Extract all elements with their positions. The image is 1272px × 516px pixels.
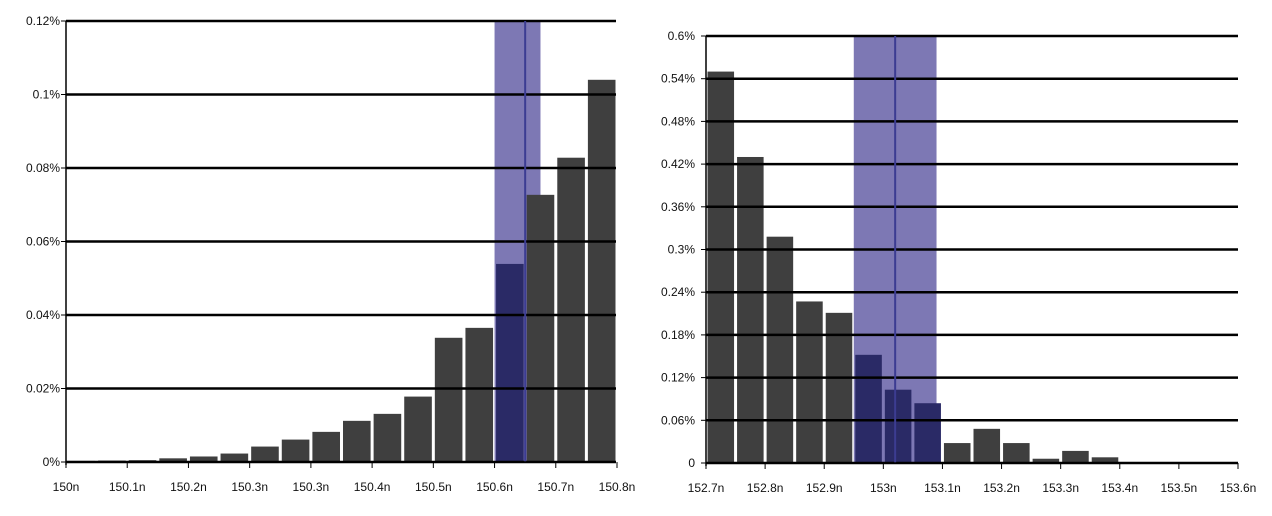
x-tick-label: 150.3n: [293, 480, 330, 494]
y-tick-label: 0%: [43, 455, 61, 469]
histogram-bar: [766, 236, 794, 463]
x-tick-label: 150n: [53, 480, 80, 494]
y-tick-label: 0: [688, 456, 695, 470]
histogram-bar: [1003, 443, 1030, 463]
histogram-bar: [373, 413, 402, 462]
histogram-bar: [825, 312, 853, 463]
histogram-bar: [281, 439, 310, 462]
histogram-bar: [526, 194, 555, 462]
y-tick-label: 0.08%: [26, 161, 60, 175]
x-tick-label: 152.7n: [688, 481, 725, 495]
x-tick-label: 153.3n: [1042, 481, 1079, 495]
y-tick-label: 0.48%: [661, 114, 695, 128]
histogram-bar: [1091, 457, 1119, 463]
histogram-bar: [343, 420, 371, 462]
y-tick-label: 0.12%: [661, 371, 695, 385]
x-tick-label: 153n: [870, 481, 897, 495]
x-tick-label: 152.9n: [806, 481, 843, 495]
y-tick-label: 0.18%: [661, 328, 695, 342]
x-tick-label: 153.5n: [1161, 481, 1198, 495]
x-tick-label: 150.4n: [354, 480, 391, 494]
y-tick-label: 0.06%: [26, 235, 60, 249]
histogram-bar: [557, 157, 585, 462]
histogram-bar: [796, 301, 823, 463]
histogram-bar: [251, 446, 279, 462]
x-tick-label: 150.5n: [415, 480, 452, 494]
y-tick-label: 0.12%: [26, 14, 60, 28]
histogram-bar: [159, 458, 187, 462]
x-tick-label: 150.7n: [537, 480, 574, 494]
x-tick-label: 153.2n: [983, 481, 1020, 495]
histogram-bar: [1032, 458, 1060, 463]
histogram-bar: [943, 443, 971, 463]
histogram-bar: [434, 337, 463, 462]
x-tick-label: 153.6n: [1220, 481, 1257, 495]
histogram-bar: [189, 456, 218, 462]
histogram-bar: [404, 396, 432, 462]
histogram-bar: [496, 263, 524, 462]
x-tick-label: 150.6n: [476, 480, 513, 494]
histogram-bar: [707, 71, 735, 463]
y-tick-label: 0.04%: [26, 308, 60, 322]
histogram-bar: [914, 403, 941, 463]
histogram-bar: [312, 431, 340, 462]
histogram-bar: [465, 327, 494, 462]
y-tick-label: 0.24%: [661, 285, 695, 299]
y-tick-label: 0.54%: [661, 72, 695, 86]
x-tick-label: 150.8n: [599, 480, 636, 494]
y-tick-label: 0.36%: [661, 200, 695, 214]
histogram-bar: [884, 389, 912, 463]
y-tick-label: 0.02%: [26, 382, 60, 396]
histogram-bar: [587, 79, 616, 463]
y-tick-label: 0.42%: [661, 157, 695, 171]
x-tick-label: 150.3n: [231, 480, 268, 494]
y-tick-label: 0.3%: [668, 243, 696, 257]
x-tick-label: 153.4n: [1101, 481, 1138, 495]
chart-left: 0% 0.02% 0.04% 0.06% 0.08% 0.1% 0.12% 150n 150.1…: [26, 14, 635, 494]
histogram-bar: [855, 354, 882, 463]
chart-right: 0 0.06% 0.12% 0.18% 0.24% 0.3% 0.36% 0.42% 0.48%…: [661, 29, 1256, 495]
histogram-bar: [973, 428, 1001, 463]
x-tick-label: 150.1n: [109, 480, 146, 494]
y-tick-label: 0.06%: [661, 413, 695, 427]
histogram-bar: [737, 156, 764, 463]
x-tick-label: 150.2n: [170, 480, 207, 494]
histogram-bar: [1062, 450, 1089, 463]
y-tick-label: 0.6%: [668, 29, 696, 43]
histogram-bar: [220, 453, 249, 462]
x-tick-label: 153.1n: [924, 481, 961, 495]
y-tick-label: 0.1%: [33, 88, 61, 102]
x-tick-label: 152.8n: [747, 481, 784, 495]
